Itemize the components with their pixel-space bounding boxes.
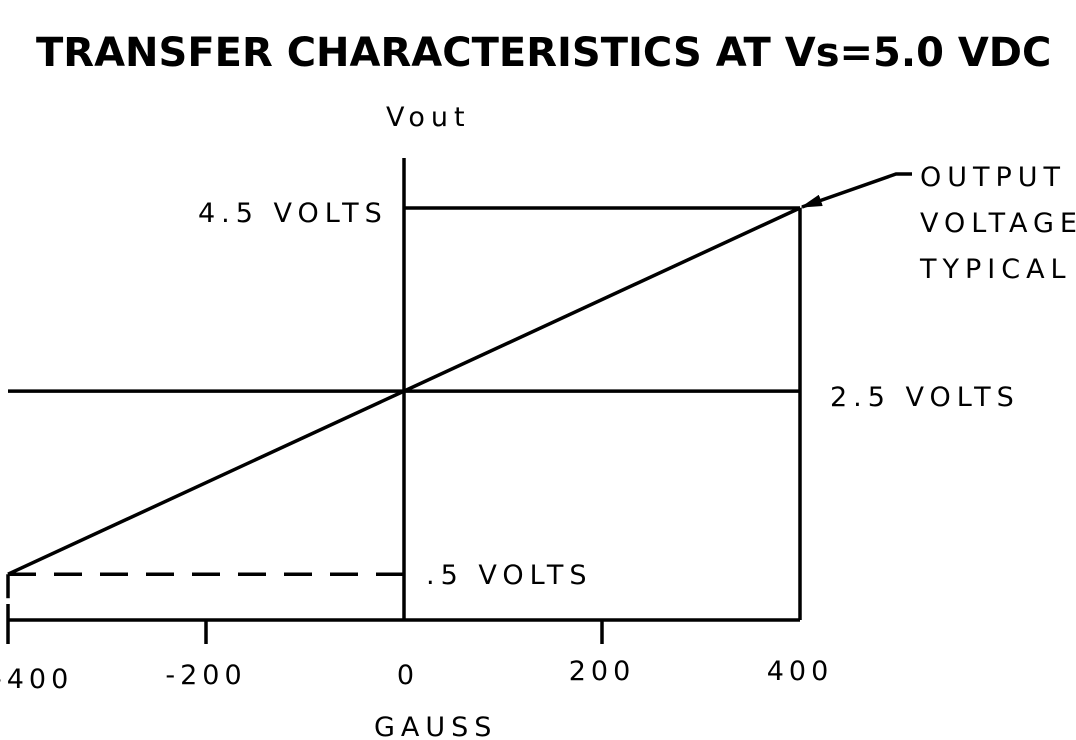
x-tick-label: -400 <box>0 664 73 695</box>
x-tick-label: 400 <box>767 656 834 687</box>
annotation: OUTPUT VOLTAGE TYPICAL <box>800 162 1076 285</box>
reference-lines: 4.5 VOLTS 2.5 VOLTS .5 VOLTS <box>8 198 1020 591</box>
x-ticks: -400 -200 0 200 400 <box>0 574 834 695</box>
annotation-text-line: TYPICAL <box>919 254 1072 285</box>
annotation-leader-arrow <box>800 172 912 209</box>
annotation-text-line: VOLTAGE <box>920 208 1076 239</box>
chart-title: TRANSFER CHARACTERISTICS AT Vs=5.0 VDC <box>36 30 1051 76</box>
annotation-text-line: OUTPUT <box>920 162 1066 193</box>
series-line-output-voltage <box>7 206 801 576</box>
ref-label-4-5: 4.5 VOLTS <box>198 198 388 229</box>
x-tick-label: 200 <box>569 656 636 687</box>
axes <box>8 158 802 622</box>
y-axis-label: Vout <box>386 102 471 133</box>
ref-label-0-5: .5 VOLTS <box>426 560 593 591</box>
x-axis-label: GAUSS <box>374 712 497 740</box>
ref-label-2-5: 2.5 VOLTS <box>830 382 1020 413</box>
x-tick-label: -200 <box>165 660 246 691</box>
x-tick-label: 0 <box>397 660 419 691</box>
series-lines <box>7 206 801 576</box>
